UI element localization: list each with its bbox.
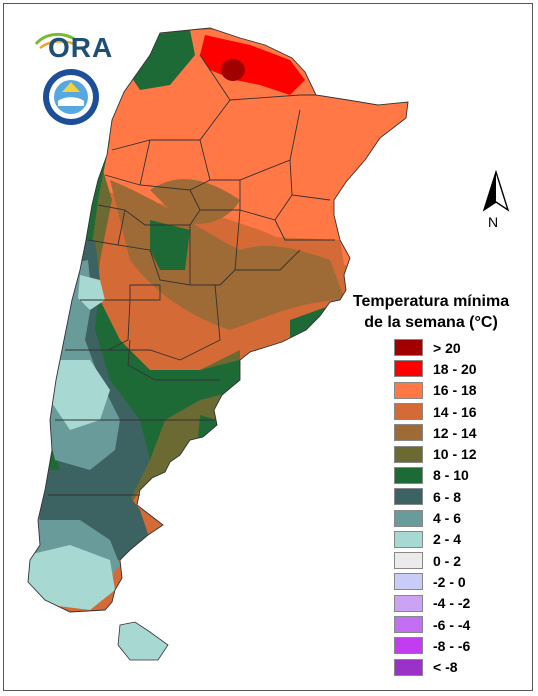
legend-item-label: 2 - 4 bbox=[433, 531, 462, 548]
legend-title: Temperatura mínima de la semana (°C) bbox=[336, 291, 526, 333]
ora-logo: ORA bbox=[34, 24, 114, 64]
map-legend: Temperatura mínima de la semana (°C) > 2… bbox=[336, 291, 526, 676]
legend-swatch bbox=[394, 360, 423, 378]
legend-item: 0 - 2 bbox=[394, 550, 477, 571]
legend-swatch bbox=[394, 488, 423, 506]
legend-swatch bbox=[394, 616, 423, 633]
legend-swatch bbox=[394, 594, 423, 612]
legend-swatch bbox=[394, 509, 423, 527]
legend-swatch bbox=[394, 381, 423, 399]
legend-item: 2 - 4 bbox=[394, 529, 477, 550]
legend-item-label: 14 - 16 bbox=[433, 403, 477, 420]
legend-item-label: 8 - 10 bbox=[433, 467, 469, 484]
ora-logo-text: ORA bbox=[48, 32, 114, 63]
legend-item-label: 18 - 20 bbox=[433, 360, 477, 377]
legend-items: > 20 18 - 20 16 - 18 14 - 16 12 - 14 10 - 12 8… bbox=[394, 337, 477, 678]
legend-item-label: 4 - 6 bbox=[433, 510, 462, 527]
legend-item-label: 10 - 12 bbox=[433, 446, 477, 463]
legend-item-label: -4 - -2 bbox=[433, 595, 471, 612]
legend-swatch bbox=[394, 466, 423, 484]
legend-item-label: -6 - -4 bbox=[433, 616, 471, 633]
legend-item: 10 - 12 bbox=[394, 443, 477, 464]
legend-swatch bbox=[394, 637, 423, 655]
legend-item: 14 - 16 bbox=[394, 401, 477, 422]
legend-swatch bbox=[394, 424, 423, 442]
legend-swatch bbox=[394, 552, 423, 570]
legend-item: 12 - 14 bbox=[394, 422, 477, 443]
legend-swatch bbox=[394, 339, 423, 357]
legend-title-line-2: de la semana (°C) bbox=[364, 314, 498, 331]
north-arrow-icon bbox=[482, 170, 510, 212]
legend-item-label: < -8 bbox=[433, 659, 458, 676]
legend-item: 4 - 6 bbox=[394, 507, 477, 528]
ora-logo-graphic bbox=[34, 33, 77, 50]
legend-item-label: 16 - 18 bbox=[433, 382, 477, 399]
legend-swatch bbox=[394, 445, 423, 463]
seal-icon bbox=[43, 69, 99, 125]
legend-item: < -8 bbox=[394, 656, 477, 677]
legend-title-line-1: Temperatura mínima bbox=[352, 293, 510, 310]
legend-item: 18 - 20 bbox=[394, 358, 477, 379]
north-label: N bbox=[488, 214, 499, 230]
legend-item: -6 - -4 bbox=[394, 614, 477, 635]
legend-item: 8 - 10 bbox=[394, 465, 477, 486]
legend-item-label: -2 - 0 bbox=[433, 573, 466, 590]
legend-item-label: 0 - 2 bbox=[433, 552, 462, 569]
legend-item: -8 - -6 bbox=[394, 635, 477, 656]
legend-item: > 20 bbox=[394, 337, 477, 358]
legend-item-label: 12 - 14 bbox=[433, 424, 477, 441]
legend-swatch bbox=[394, 658, 423, 676]
legend-swatch bbox=[394, 530, 423, 548]
legend-item-label: -8 - -6 bbox=[433, 637, 471, 654]
legend-swatch bbox=[394, 573, 423, 591]
legend-swatch bbox=[394, 403, 423, 421]
legend-item-label: > 20 bbox=[433, 339, 461, 356]
legend-item: 6 - 8 bbox=[394, 486, 477, 507]
legend-item: 16 - 18 bbox=[394, 380, 477, 401]
legend-item: -2 - 0 bbox=[394, 571, 477, 592]
legend-item: -4 - -2 bbox=[394, 593, 477, 614]
legend-item-label: 6 - 8 bbox=[433, 488, 462, 505]
